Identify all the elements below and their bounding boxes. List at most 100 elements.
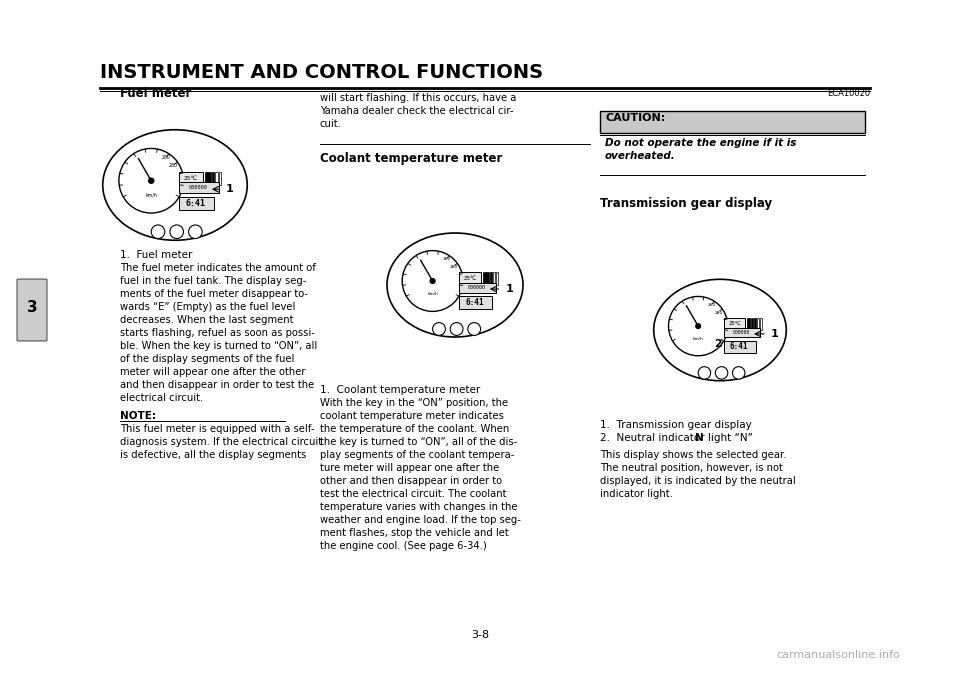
Bar xyxy=(754,318,756,330)
Bar xyxy=(215,172,218,185)
Bar xyxy=(756,318,759,330)
Text: Do not operate the engine if it is: Do not operate the engine if it is xyxy=(605,138,797,148)
Circle shape xyxy=(430,279,435,283)
Text: ble. When the key is turned to “ON”, all: ble. When the key is turned to “ON”, all xyxy=(120,341,317,351)
Text: Yamaha dealer check the electrical cir-: Yamaha dealer check the electrical cir- xyxy=(320,106,514,116)
Circle shape xyxy=(715,367,728,379)
Text: This display shows the selected gear.: This display shows the selected gear. xyxy=(600,450,786,460)
Text: cuit.: cuit. xyxy=(320,119,342,129)
Text: meter will appear one after the other: meter will appear one after the other xyxy=(120,367,305,377)
Ellipse shape xyxy=(103,129,248,240)
Text: Coolant temperature meter: Coolant temperature meter xyxy=(320,152,502,165)
Text: 000000: 000000 xyxy=(468,285,486,290)
Text: 25℃: 25℃ xyxy=(184,176,198,180)
Text: 25℃: 25℃ xyxy=(464,276,476,281)
Text: 25℃: 25℃ xyxy=(729,321,741,326)
Text: km/h: km/h xyxy=(693,337,704,341)
Text: 280: 280 xyxy=(169,163,178,168)
Circle shape xyxy=(170,225,183,239)
Text: The neutral position, however, is not: The neutral position, however, is not xyxy=(600,463,782,473)
Text: fuel in the fuel tank. The display seg-: fuel in the fuel tank. The display seg- xyxy=(120,276,306,286)
Text: will start flashing. If this occurs, have a: will start flashing. If this occurs, hav… xyxy=(320,93,516,103)
Text: N: N xyxy=(695,433,704,443)
FancyBboxPatch shape xyxy=(180,197,214,210)
Bar xyxy=(219,172,221,185)
Text: 6:41: 6:41 xyxy=(185,199,205,208)
Text: INSTRUMENT AND CONTROL FUNCTIONS: INSTRUMENT AND CONTROL FUNCTIONS xyxy=(100,63,543,82)
Text: CAUTION:: CAUTION: xyxy=(605,113,665,123)
Text: 000000: 000000 xyxy=(188,185,207,191)
Text: km/h: km/h xyxy=(427,292,438,296)
Text: 1.  Coolant temperature meter: 1. Coolant temperature meter xyxy=(320,385,480,395)
Text: test the electrical circuit. The coolant: test the electrical circuit. The coolant xyxy=(320,489,507,499)
Text: 000000: 000000 xyxy=(732,330,750,335)
Bar xyxy=(496,273,498,285)
Bar xyxy=(490,273,492,285)
Text: ture meter will appear one after the: ture meter will appear one after the xyxy=(320,463,499,473)
Bar xyxy=(492,273,495,285)
Text: This fuel meter is equipped with a self-: This fuel meter is equipped with a self- xyxy=(120,424,315,434)
Text: 6:41: 6:41 xyxy=(730,342,748,351)
Text: ment flashes, stop the vehicle and let: ment flashes, stop the vehicle and let xyxy=(320,528,509,538)
Text: 260: 260 xyxy=(162,155,171,159)
Text: ECA10020: ECA10020 xyxy=(827,89,870,98)
Text: overheated.: overheated. xyxy=(605,151,676,161)
Circle shape xyxy=(450,323,463,336)
Circle shape xyxy=(732,367,745,379)
Text: Fuel meter: Fuel meter xyxy=(120,87,191,100)
Text: decreases. When the last segment: decreases. When the last segment xyxy=(120,315,294,325)
FancyBboxPatch shape xyxy=(724,318,745,330)
Bar xyxy=(600,111,865,133)
Text: 260: 260 xyxy=(708,303,716,307)
Circle shape xyxy=(119,148,183,213)
Text: carmanualsonline.info: carmanualsonline.info xyxy=(776,650,900,660)
Text: starts flashing, refuel as soon as possi-: starts flashing, refuel as soon as possi… xyxy=(120,328,315,338)
Circle shape xyxy=(149,178,154,183)
FancyBboxPatch shape xyxy=(180,182,219,193)
Circle shape xyxy=(402,251,463,311)
Text: Transmission gear display: Transmission gear display xyxy=(600,197,772,210)
Text: 280: 280 xyxy=(714,311,723,315)
Text: indicator light.: indicator light. xyxy=(600,489,673,499)
FancyBboxPatch shape xyxy=(459,283,496,293)
Text: other and then disappear in order to: other and then disappear in order to xyxy=(320,476,502,486)
Bar xyxy=(208,172,211,185)
Text: weather and engine load. If the top seg-: weather and engine load. If the top seg- xyxy=(320,515,521,525)
Circle shape xyxy=(668,296,728,356)
Circle shape xyxy=(468,323,481,336)
Text: 1.  Transmission gear display: 1. Transmission gear display xyxy=(600,420,752,430)
Text: displayed, it is indicated by the neutral: displayed, it is indicated by the neutra… xyxy=(600,476,796,486)
FancyBboxPatch shape xyxy=(724,341,756,353)
Text: the engine cool. (See page 6-34.): the engine cool. (See page 6-34.) xyxy=(320,541,487,551)
Circle shape xyxy=(188,225,203,239)
Bar xyxy=(748,318,750,330)
Text: 1: 1 xyxy=(771,329,779,339)
Text: NOTE:: NOTE: xyxy=(120,411,156,421)
Text: 260: 260 xyxy=(443,257,451,261)
Text: 1: 1 xyxy=(226,184,233,195)
Text: 6:41: 6:41 xyxy=(466,298,484,307)
Text: 280: 280 xyxy=(449,265,458,269)
Bar xyxy=(751,318,753,330)
Text: diagnosis system. If the electrical circuit: diagnosis system. If the electrical circ… xyxy=(120,437,323,447)
FancyBboxPatch shape xyxy=(459,296,492,308)
Bar xyxy=(483,273,486,285)
Text: 1: 1 xyxy=(505,284,514,294)
Text: the key is turned to “ON”, all of the dis-: the key is turned to “ON”, all of the di… xyxy=(320,437,517,447)
Text: coolant temperature meter indicates: coolant temperature meter indicates xyxy=(320,411,504,421)
Text: km/h: km/h xyxy=(145,192,157,197)
Bar xyxy=(760,318,762,330)
Bar xyxy=(212,172,214,185)
FancyBboxPatch shape xyxy=(459,273,481,285)
Text: electrical circuit.: electrical circuit. xyxy=(120,393,204,403)
Text: of the display segments of the fuel: of the display segments of the fuel xyxy=(120,354,295,364)
Text: play segments of the coolant tempera-: play segments of the coolant tempera- xyxy=(320,450,515,460)
Text: 3-8: 3-8 xyxy=(471,630,489,640)
Text: 2.  Neutral indicator light “N”: 2. Neutral indicator light “N” xyxy=(600,433,753,443)
Ellipse shape xyxy=(654,279,786,381)
Text: is defective, all the display segments: is defective, all the display segments xyxy=(120,450,306,460)
Ellipse shape xyxy=(387,233,523,337)
Bar xyxy=(487,273,489,285)
Text: ments of the fuel meter disappear to-: ments of the fuel meter disappear to- xyxy=(120,289,308,299)
Text: and then disappear in order to test the: and then disappear in order to test the xyxy=(120,380,314,390)
